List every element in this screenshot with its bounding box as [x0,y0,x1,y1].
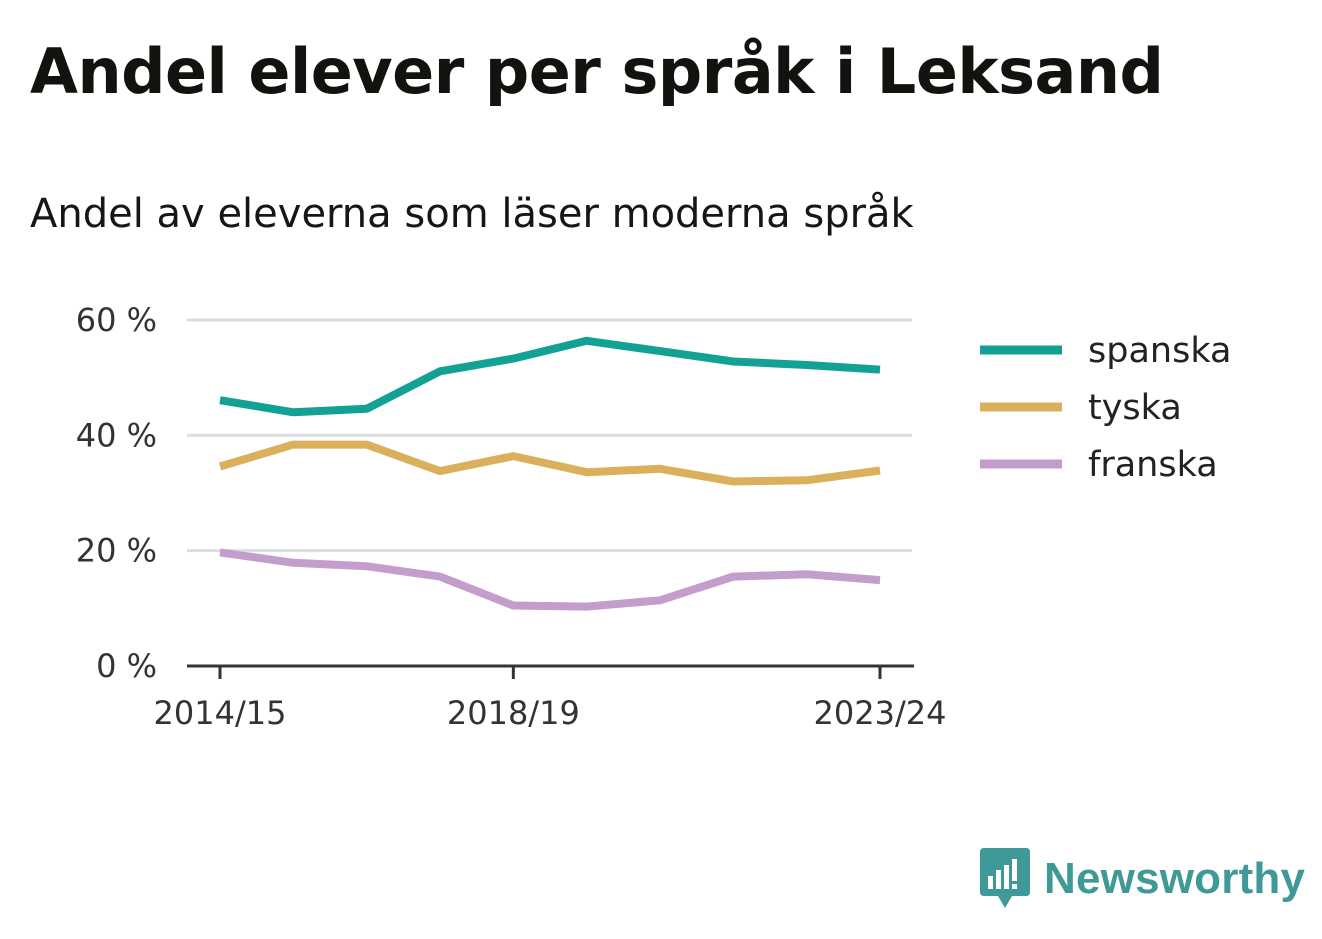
series-line-spanska [219,336,881,417]
legend-label-franska: franska [1088,445,1218,485]
gridlines: 0 % 20 % 40 % 60 % [76,301,912,685]
x-axis: 2014/15 2018/19 2023/24 [154,664,947,732]
chart-title: Andel elever per språk i Leksand [30,35,1164,108]
y-tick-label: 60 % [76,301,157,339]
series-line-franska [219,548,881,611]
x-tick-label: 2018/19 [447,694,580,732]
bar-chart-speech-bubble-icon [980,848,1030,908]
legend-label-tyska: tyska [1088,388,1182,428]
y-tick-label: 40 % [76,416,157,454]
logo-text: Newsworthy [1044,854,1306,903]
series-lines [218,336,881,611]
y-tick-label: 0 % [96,647,157,685]
x-tick-label: 2023/24 [814,694,947,732]
legend-label-spanska: spanska [1088,331,1231,371]
newsworthy-logo: Newsworthy [980,848,1305,910]
legend: spanska tyska franska [980,331,1231,485]
x-tick-label: 2014/15 [154,694,287,732]
chart-subtitle: Andel av eleverna som läser moderna språ… [30,191,914,237]
series-line-tyska [218,440,881,486]
y-tick-label: 20 % [76,532,157,570]
